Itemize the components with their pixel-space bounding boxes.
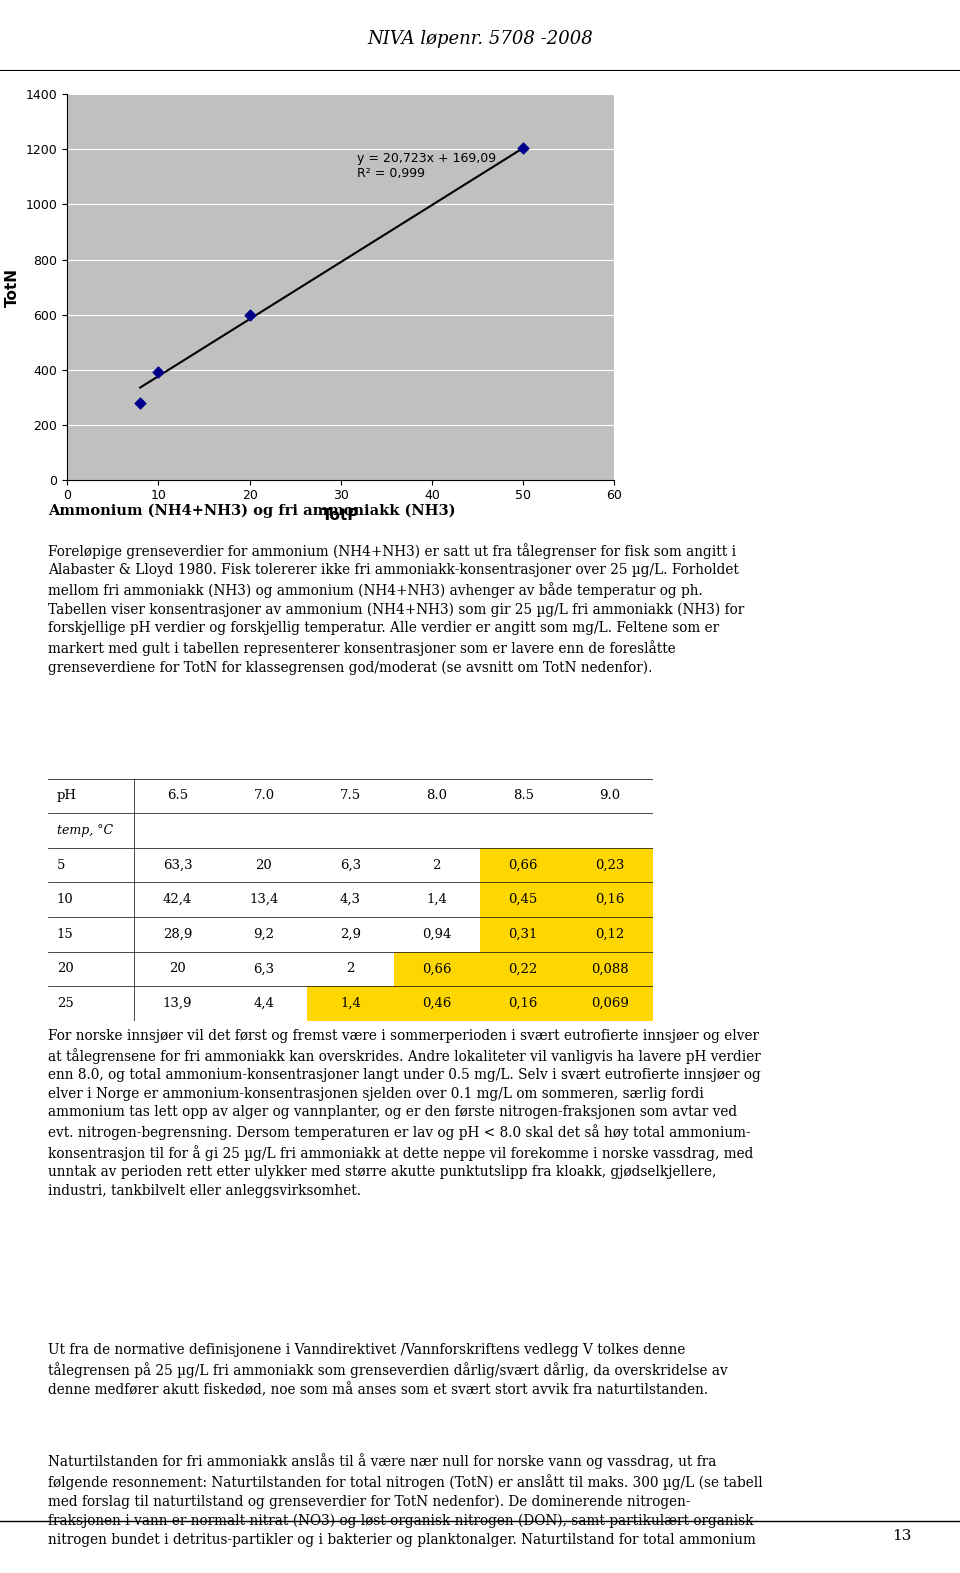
Text: 4,3: 4,3: [340, 893, 361, 906]
Text: Ammonium (NH4+NH3) og fri ammoniakk (NH3): Ammonium (NH4+NH3) og fri ammoniakk (NH3…: [48, 503, 455, 518]
Text: 0,16: 0,16: [509, 997, 538, 1010]
Text: 0,23: 0,23: [595, 859, 624, 871]
Text: 13,9: 13,9: [163, 997, 192, 1010]
Text: 7.5: 7.5: [340, 790, 361, 802]
Bar: [480, 882, 566, 917]
Text: 20: 20: [255, 859, 273, 871]
Text: 20: 20: [57, 963, 73, 975]
Text: temp, °C: temp, °C: [57, 824, 112, 837]
Text: 0,069: 0,069: [590, 997, 629, 1010]
Text: 15: 15: [57, 928, 73, 941]
Bar: [480, 986, 566, 1021]
Bar: [566, 848, 653, 882]
Bar: [566, 917, 653, 952]
Text: 9,2: 9,2: [253, 928, 275, 941]
Text: 28,9: 28,9: [163, 928, 192, 941]
Text: 20: 20: [169, 963, 186, 975]
Text: pH: pH: [57, 790, 77, 802]
Text: Foreløpige grenseverdier for ammonium (NH4+NH3) er satt ut fra tålegrenser for f: Foreløpige grenseverdier for ammonium (N…: [48, 543, 744, 675]
Text: NIVA løpenr. 5708 -2008: NIVA løpenr. 5708 -2008: [367, 30, 593, 47]
Text: Naturtilstanden for fri ammoniakk anslås til å være nær null for norske vann og : Naturtilstanden for fri ammoniakk anslås…: [48, 1453, 763, 1546]
Text: 8.0: 8.0: [426, 790, 447, 802]
Text: 7.0: 7.0: [253, 790, 275, 802]
X-axis label: TotP: TotP: [323, 508, 359, 524]
Text: 2,9: 2,9: [340, 928, 361, 941]
Text: 6.5: 6.5: [167, 790, 188, 802]
Bar: [480, 952, 566, 986]
Bar: [480, 917, 566, 952]
Text: For norske innsjøer vil det først og fremst være i sommerperioden i svært eutrof: For norske innsjøer vil det først og fre…: [48, 1029, 760, 1197]
Y-axis label: TotN: TotN: [5, 267, 20, 307]
Text: 0,16: 0,16: [595, 893, 624, 906]
Text: y = 20,723x + 169,09
R² = 0,999: y = 20,723x + 169,09 R² = 0,999: [357, 153, 496, 181]
Text: 63,3: 63,3: [163, 859, 192, 871]
Text: 9.0: 9.0: [599, 790, 620, 802]
Bar: [480, 848, 566, 882]
Text: 6,3: 6,3: [340, 859, 361, 871]
Point: [242, 302, 257, 327]
Text: 8.5: 8.5: [513, 790, 534, 802]
Text: 5: 5: [57, 859, 65, 871]
Text: 6,3: 6,3: [253, 963, 275, 975]
Text: 0,66: 0,66: [509, 859, 538, 871]
Bar: [566, 952, 653, 986]
Text: 10: 10: [57, 893, 73, 906]
Text: 13,4: 13,4: [250, 893, 278, 906]
Bar: [566, 986, 653, 1021]
Text: 2: 2: [347, 963, 354, 975]
Text: 4,4: 4,4: [253, 997, 275, 1010]
Point: [132, 390, 148, 415]
Text: Ut fra de normative definisjonene i Vanndirektivet /Vannforskriftens vedlegg V t: Ut fra de normative definisjonene i Vann…: [48, 1343, 728, 1397]
Text: 0,66: 0,66: [422, 963, 451, 975]
Point: [151, 360, 166, 385]
Text: 0,088: 0,088: [590, 963, 629, 975]
Text: 0,22: 0,22: [509, 963, 538, 975]
Text: 0,12: 0,12: [595, 928, 624, 941]
Bar: [394, 986, 480, 1021]
Text: 13: 13: [893, 1529, 912, 1543]
Bar: [566, 882, 653, 917]
Point: [516, 135, 531, 160]
Bar: [307, 986, 394, 1021]
Text: 25: 25: [57, 997, 73, 1010]
Text: 2: 2: [433, 859, 441, 871]
Bar: [394, 952, 480, 986]
Text: 1,4: 1,4: [426, 893, 447, 906]
Text: 0,45: 0,45: [509, 893, 538, 906]
Text: 0,31: 0,31: [509, 928, 538, 941]
Text: 42,4: 42,4: [163, 893, 192, 906]
Text: 1,4: 1,4: [340, 997, 361, 1010]
Text: 0,46: 0,46: [422, 997, 451, 1010]
Text: 0,94: 0,94: [422, 928, 451, 941]
